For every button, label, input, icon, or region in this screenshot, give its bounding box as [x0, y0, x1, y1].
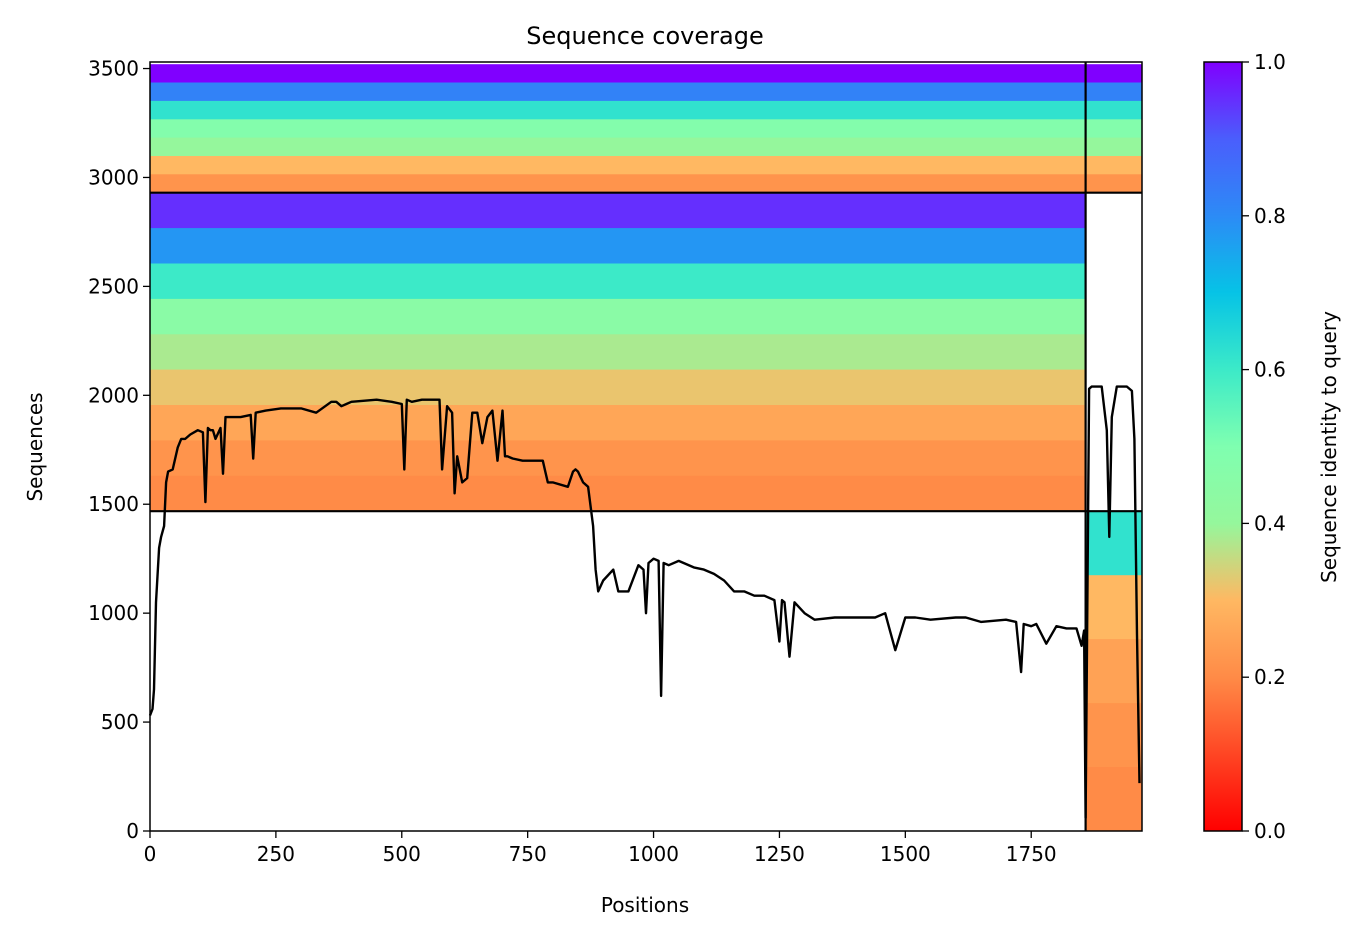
colorbar-tick-label: 1.0: [1254, 50, 1286, 74]
colorbar-label: Sequence identity to query: [1317, 311, 1341, 583]
heatmap-band: [1085, 64, 1142, 84]
heatmap-band: [1085, 575, 1142, 640]
heatmap-band: [1085, 119, 1142, 139]
x-tick-label: 1250: [754, 842, 805, 866]
x-axis: 0 250 500 750 1000 1250 1500 1750: [144, 831, 1057, 866]
x-axis-label: Positions: [601, 893, 689, 917]
x-tick-label: 1500: [880, 842, 931, 866]
heatmap-band: [1085, 703, 1142, 768]
heatmap-band: [1085, 767, 1142, 832]
y-axis-label: Sequences: [23, 392, 47, 501]
x-tick-label: 750: [509, 842, 547, 866]
colorbar-tick-label: 0.0: [1254, 819, 1286, 843]
heatmap-band: [150, 440, 1086, 477]
plot-frame: [149, 61, 1143, 832]
heatmap-band: [150, 156, 1086, 175]
coverage-line: [148, 385, 1141, 820]
y-tick-label: 500: [101, 710, 139, 734]
heatmap-band: [150, 228, 1086, 264]
colorbar-tick-label: 0.4: [1254, 511, 1286, 535]
heatmap-band: [150, 475, 1086, 512]
colorbar: [1203, 61, 1243, 832]
x-tick-label: 0: [144, 842, 157, 866]
heatmap-band: [150, 119, 1086, 139]
y-tick-label: 3500: [88, 57, 139, 81]
chart-title: Sequence coverage: [526, 22, 763, 50]
heatmap-band: [1085, 511, 1142, 576]
coverage-heatmap: [150, 64, 1142, 832]
heatmap-band: [150, 100, 1086, 120]
heatmap-block: [150, 64, 1142, 194]
heatmap-block: [1085, 511, 1142, 832]
x-tick-label: 1000: [628, 842, 679, 866]
heatmap-band: [1085, 156, 1142, 175]
heatmap-block: [150, 192, 1086, 512]
heatmap-band: [150, 64, 1086, 84]
heatmap-band: [150, 137, 1086, 157]
colorbar-tick-label: 0.6: [1254, 358, 1286, 382]
y-axis: 0 500 1000 1500 2000 2500 3000 3500: [88, 57, 150, 843]
heatmap-band: [150, 192, 1086, 229]
y-tick-label: 2000: [88, 383, 139, 407]
heatmap-band: [150, 298, 1086, 335]
y-tick-label: 0: [126, 819, 139, 843]
y-tick-label: 1000: [88, 601, 139, 625]
heatmap-band: [150, 174, 1086, 194]
x-tick-label: 1750: [1006, 842, 1057, 866]
heatmap-band: [150, 369, 1086, 406]
y-tick-label: 3000: [88, 165, 139, 189]
colorbar-tick-label: 0.2: [1254, 665, 1286, 689]
coverage-line-layer: [148, 385, 1141, 820]
x-tick-label: 500: [383, 842, 421, 866]
heatmap-band: [150, 334, 1086, 371]
heatmap-band: [1085, 174, 1142, 194]
heatmap-band: [1085, 137, 1142, 157]
heatmap-band: [1085, 639, 1142, 704]
colorbar-tick-label: 0.8: [1254, 204, 1286, 228]
heatmap-band: [150, 405, 1086, 441]
y-tick-label: 1500: [88, 492, 139, 516]
heatmap-band: [1085, 100, 1142, 120]
heatmap-band: [150, 82, 1086, 102]
heatmap-band: [1085, 82, 1142, 102]
heatmap-band: [150, 263, 1086, 300]
x-tick-label: 250: [257, 842, 295, 866]
colorbar-axis: 0.0 0.2 0.4 0.6 0.8 1.0: [1242, 50, 1286, 843]
y-tick-label: 2500: [88, 274, 139, 298]
